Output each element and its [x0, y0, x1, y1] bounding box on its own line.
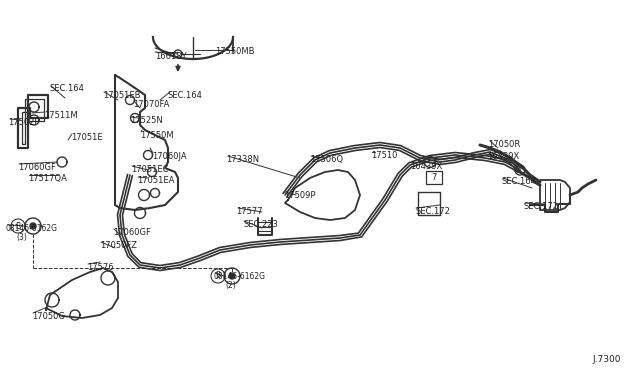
- Text: 17510: 17510: [371, 151, 397, 160]
- FancyBboxPatch shape: [426, 171, 442, 184]
- Text: 16439X: 16439X: [410, 162, 442, 171]
- Text: 17525N: 17525N: [130, 116, 163, 125]
- Text: (2): (2): [225, 281, 236, 290]
- Text: 16618Y: 16618Y: [155, 52, 187, 61]
- Text: 17576: 17576: [87, 263, 114, 272]
- Text: 17060GF: 17060GF: [113, 228, 151, 237]
- Text: B: B: [15, 221, 20, 231]
- Text: 17517QA: 17517QA: [28, 174, 67, 183]
- Text: J.7300: J.7300: [592, 355, 621, 364]
- Text: 17511M: 17511M: [44, 111, 77, 120]
- Text: 17050R: 17050R: [488, 140, 520, 149]
- Text: 17051EB: 17051EB: [103, 91, 141, 100]
- Text: 17577: 17577: [236, 207, 262, 216]
- Text: 17060GF: 17060GF: [18, 163, 56, 172]
- Text: 17060JA: 17060JA: [152, 152, 187, 161]
- Text: (3): (3): [16, 233, 27, 242]
- Text: 17051EA: 17051EA: [137, 176, 174, 185]
- Text: 7: 7: [431, 173, 436, 182]
- Text: 17550MB: 17550MB: [215, 47, 255, 56]
- Text: 17506Q: 17506Q: [310, 155, 343, 164]
- Polygon shape: [30, 223, 36, 229]
- Text: SEC.164: SEC.164: [50, 84, 85, 93]
- Text: SEC.172: SEC.172: [415, 207, 450, 216]
- Text: B: B: [216, 272, 221, 280]
- Text: 17502F: 17502F: [8, 118, 39, 127]
- Text: 17051E: 17051E: [71, 133, 102, 142]
- Text: 17338N: 17338N: [226, 155, 259, 164]
- Text: 16439X: 16439X: [487, 152, 519, 161]
- Text: SEC.164: SEC.164: [502, 177, 537, 186]
- Text: 17051EC: 17051EC: [131, 165, 168, 174]
- Text: 08146-6162G: 08146-6162G: [6, 224, 58, 233]
- Polygon shape: [229, 273, 235, 279]
- Text: 17050FZ: 17050FZ: [100, 241, 137, 250]
- Text: 17070FA: 17070FA: [133, 100, 170, 109]
- Text: 17050G: 17050G: [32, 312, 65, 321]
- Text: SEC.172: SEC.172: [524, 202, 559, 211]
- Text: SEC.223: SEC.223: [243, 220, 278, 229]
- Text: SEC.164: SEC.164: [168, 91, 203, 100]
- Text: 08146-6162G: 08146-6162G: [214, 272, 266, 281]
- Text: 17550M: 17550M: [140, 131, 173, 140]
- Text: 17509P: 17509P: [284, 191, 316, 200]
